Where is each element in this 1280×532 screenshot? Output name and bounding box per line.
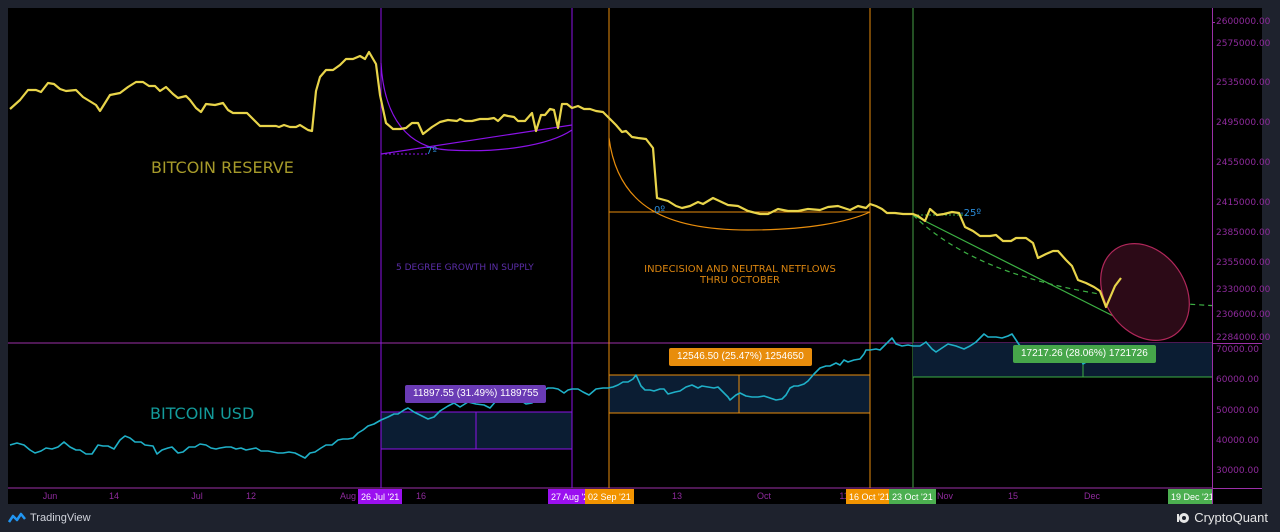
x-tick: 16 [415, 491, 427, 501]
x-tick: Dec [1083, 491, 1101, 501]
footer: TradingView CryptoQuant [0, 504, 1280, 532]
indecision-line-1: INDECISION AND NEUTRAL NETFLOWS [644, 264, 836, 275]
price-tick: 2284000.00 [1216, 333, 1271, 343]
price-tick: 40000.00 [1216, 436, 1259, 446]
x-tick: 13 [671, 491, 683, 501]
measure-label-orange[interactable]: 12546.50 (25.47%) 1254650 [669, 348, 812, 366]
angle-label-7: 7º [426, 146, 438, 157]
tradingview-brand[interactable]: TradingView [8, 512, 91, 524]
usd-line[interactable] [9, 333, 1121, 459]
x-tick: Nov [936, 491, 954, 501]
price-scale-separator [1212, 343, 1262, 344]
x-tick: 15 [1007, 491, 1019, 501]
cryptoquant-logo-icon [1177, 512, 1190, 523]
x-tick: 12 [245, 491, 257, 501]
price-tick: 2455000.00 [1216, 158, 1271, 168]
price-tick: 50000.00 [1216, 406, 1259, 416]
reserve-line[interactable] [9, 50, 1122, 309]
chart-area[interactable]: BITCOIN RESERVE BITCOIN USD 5 DEGREE GRO… [8, 8, 1220, 505]
angle-label-25: -25º [960, 208, 982, 219]
price-scale-border [1212, 8, 1213, 504]
x-tick: 14 [108, 491, 120, 501]
cryptoquant-brand[interactable]: CryptoQuant [1176, 510, 1268, 525]
cryptoquant-label: CryptoQuant [1194, 510, 1268, 525]
price-tick: 2415000.00 [1216, 198, 1271, 208]
x-tick: Jul [191, 491, 203, 501]
price-tick: 2306000.00 [1216, 310, 1271, 320]
trendline-green-dashed [912, 214, 1220, 307]
price-tick: 60000.00 [1216, 375, 1259, 385]
date-label-02sep: 02 Sep '21 [585, 489, 634, 505]
usd-label: BITCOIN USD [150, 404, 255, 423]
x-tick: Jun [42, 491, 58, 501]
x-tick: Oct [756, 491, 772, 501]
date-label-16oct: 16 Oct '21 [846, 489, 893, 505]
price-tick: 2330000.00 [1216, 285, 1271, 295]
supply-annotation: 5 DEGREE GROWTH IN SUPPLY [396, 263, 534, 273]
date-label-19dec: 19 Dec '21 [1168, 489, 1217, 505]
tradingview-label: TradingView [30, 512, 91, 524]
arc-purple [380, 62, 573, 152]
reserve-label: BITCOIN RESERVE [151, 158, 294, 177]
time-axis[interactable]: Jun 14 Jul 12 Aug 16 13 Oct 11 Nov 15 De… [8, 489, 1220, 505]
indecision-line-2: THRU OCTOBER [699, 275, 781, 286]
price-tick: 70000.00 [1216, 345, 1259, 355]
measure-label-green[interactable]: 17217.26 (28.06%) 1721726 [1013, 345, 1156, 363]
indecision-annotation: INDECISION AND NEUTRAL NETFLOWS THRU OCT… [640, 264, 840, 286]
tradingview-logo-icon [8, 512, 26, 523]
price-tick: 2355000.00 [1216, 258, 1271, 268]
price-tick: 2600000.00 [1216, 17, 1271, 27]
highlight-ellipse[interactable] [1082, 226, 1207, 357]
x-tick: Aug [339, 491, 357, 501]
price-scale[interactable]: 2600000.00 2575000.00 2535000.00 2495000… [1212, 8, 1270, 504]
date-label-26jul: 26 Jul '21 [358, 489, 403, 505]
date-label-27aug: 27 Aug '21 [548, 489, 597, 505]
price-tick: 2535000.00 [1216, 78, 1271, 88]
chart-canvas[interactable] [8, 8, 1220, 504]
date-label-23oct: 23 Oct '21 [889, 489, 936, 505]
price-tick: 2575000.00 [1216, 39, 1271, 49]
x-tick: 11 [839, 491, 849, 501]
price-tick: 2495000.00 [1216, 118, 1271, 128]
price-scale-bottom-line [1212, 488, 1262, 489]
price-tick: 30000.00 [1216, 466, 1259, 476]
trendline-green [912, 214, 1142, 331]
arc-orange [608, 137, 871, 231]
measure-label-purple[interactable]: 11897.55 (31.49%) 1189755 [405, 385, 547, 403]
price-tick: 2385000.00 [1216, 228, 1271, 238]
tick-mark [1212, 22, 1215, 23]
trendline-purple [380, 124, 573, 155]
angle-label-0: 0º [654, 205, 666, 216]
